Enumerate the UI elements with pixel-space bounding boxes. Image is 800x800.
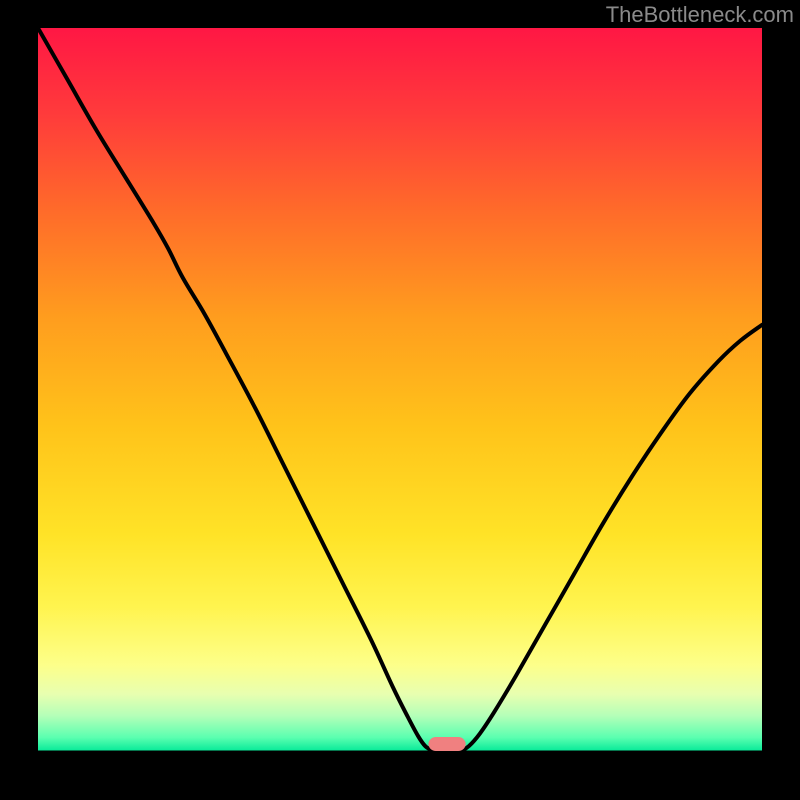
chart-plot-area bbox=[38, 28, 762, 752]
chart-svg bbox=[0, 0, 800, 800]
watermark-text: TheBottleneck.com bbox=[606, 2, 794, 28]
bottleneck-chart: TheBottleneck.com bbox=[0, 0, 800, 800]
optimal-marker bbox=[429, 738, 465, 751]
